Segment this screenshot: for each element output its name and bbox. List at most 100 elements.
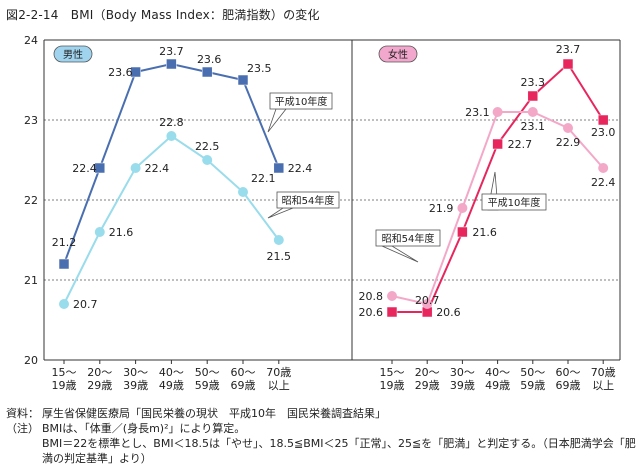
female-panel-label: 女性 — [388, 48, 408, 61]
female-h10-data-label: 20.6 — [359, 306, 384, 319]
female-s54-callout-box — [375, 229, 441, 247]
male-h10-callout-box — [269, 92, 333, 110]
female-h10-data-label: 23.3 — [521, 76, 546, 89]
note-line-2: BMI＝22を標準とし、BMI＜18.5は「やせ」、18.5≦BMI＜25「正常… — [42, 437, 636, 465]
female-s54-point — [527, 107, 538, 117]
female-s54-callout-pointer — [381, 245, 419, 263]
female-s54-point — [563, 123, 573, 133]
male-h10-data-label: 22.4 — [72, 162, 97, 175]
female-h10-point — [597, 114, 609, 126]
male-x-tick-label: 20～ 29歳 — [87, 366, 112, 392]
male-s54-data-label: 22.1 — [251, 172, 276, 185]
female-x-tick-label: 50～ 59歳 — [520, 366, 545, 392]
female-s54-point — [387, 291, 397, 301]
male-s54-data-label: 22.8 — [159, 116, 184, 129]
male-h10-point — [130, 66, 141, 78]
female-x-tick-label: 70歳以上 — [591, 366, 616, 392]
male-s54-point — [273, 235, 284, 245]
female-h10-data-label: 20.6 — [436, 306, 461, 319]
female-h10-callout: 平成10年度 — [488, 196, 541, 209]
male-h10-data-label: 23.5 — [247, 62, 272, 75]
axes: 20 21 22 23 24 15～ 19歳 20～ 29歳 30～ 39歳 40～ 49歳 50～ 59歳… — [24, 34, 621, 392]
female-x-tick-label: 15～ 19歳 — [380, 366, 405, 392]
male-h10-callout-pointer — [267, 108, 287, 133]
male-panel-label: 男性 — [63, 48, 83, 61]
male-h10-point — [94, 162, 106, 174]
female-s54-data-label: 23.1 — [465, 106, 490, 119]
figure-title: 図2-2-14 BMI（Body Mass Index：肥満指数）の変化 — [6, 8, 320, 22]
female-s54-point — [492, 107, 503, 117]
female-h10-data-label: 23.0 — [591, 126, 616, 139]
female-h10-data-label: 23.7 — [556, 43, 581, 56]
male-s54-point — [130, 163, 141, 173]
female-h10-point — [562, 58, 574, 70]
male-x-tick-label: 15～ 19歳 — [52, 366, 77, 392]
male-x-tick-label: 30～ 39歳 — [123, 366, 148, 392]
female-x-tick-label: 60～ 69歳 — [556, 366, 581, 392]
female-s54-data-label: 23.1 — [521, 120, 546, 133]
female-h10-point — [492, 138, 503, 150]
male-h10-point — [58, 258, 70, 270]
male-x-tick-label: 70歳以上 — [266, 366, 291, 392]
y-tick-label: 24 — [24, 34, 38, 47]
male-s54-callout-box — [276, 191, 340, 209]
male-s54-callout-pointer — [267, 207, 294, 219]
male-s54-point — [202, 155, 213, 165]
female-h10-point — [457, 226, 468, 238]
series-lines — [63, 62, 605, 313]
female-panel-label-bg — [378, 45, 418, 63]
female-s54-point — [422, 299, 433, 309]
female-h10-callout-box — [481, 193, 547, 211]
female-h10-point — [386, 306, 398, 318]
source-text: 厚生省保健医療局「国民栄養の現状 平成10年 国民栄養調査結果」 — [42, 407, 386, 420]
male-s54-point — [59, 299, 69, 309]
female-s54-data-label: 20.8 — [359, 290, 384, 303]
male-x-tick-label: 60～ 69歳 — [231, 366, 256, 392]
male-h10-point — [273, 162, 285, 174]
y-tick-label: 22 — [24, 194, 38, 207]
female-s54-point — [598, 163, 609, 173]
male-h10-callout: 平成10年度 — [275, 95, 328, 108]
male-h10-point — [237, 74, 249, 86]
y-tick-label: 20 — [24, 354, 38, 367]
female-x-tick-label: 30～ 39歳 — [450, 366, 475, 392]
female-h10-data-label: 22.7 — [508, 138, 532, 151]
male-h10-data-label: 23.6 — [197, 53, 222, 66]
male-h10-data-label: 22.4 — [288, 162, 313, 175]
female-x-tick-label: 40～ 49歳 — [485, 366, 510, 392]
male-h10-point — [201, 66, 213, 78]
note-line-1: BMIは、「体重／(身長m)²」により算定。 — [42, 422, 246, 435]
male-s54-point — [238, 187, 248, 197]
female-s54-data-label: 20.7 — [415, 294, 440, 307]
male-s54-point — [94, 227, 105, 237]
female-s54-callout: 昭和54年度 — [382, 232, 435, 245]
female-h10-data-label: 21.6 — [472, 226, 497, 239]
male-s54-data-label: 21.6 — [109, 226, 134, 239]
female-h10-line — [392, 62, 605, 313]
female-x-tick-label: 20～ 29歳 — [415, 366, 440, 392]
female-s54-data-label: 22.9 — [556, 136, 581, 149]
note-label: （注） — [6, 422, 39, 435]
male-x-tick-label: 40～ 49歳 — [159, 366, 184, 392]
male-s54-data-label: 21.5 — [267, 250, 292, 263]
female-s54-point — [457, 203, 468, 213]
female-h10-point — [527, 90, 539, 102]
male-s54-data-label: 20.7 — [73, 298, 98, 311]
male-h10-data-label: 23.7 — [159, 45, 184, 58]
female-s54-data-label: 21.9 — [429, 202, 454, 215]
male-h10-data-label: 21.2 — [52, 236, 77, 249]
notes-block: 資料： 厚生省保健医療局「国民栄養の現状 平成10年 国民栄養調査結果」 （注）… — [6, 406, 638, 466]
male-s54-callout: 昭和54年度 — [282, 194, 335, 207]
series-markers — [58, 58, 609, 318]
male-s54-data-label: 22.5 — [195, 140, 220, 153]
source-label: 資料： — [6, 407, 39, 420]
female-s54-data-label: 22.4 — [591, 176, 616, 189]
y-tick-label: 21 — [24, 274, 38, 287]
data-labels: 21.2 22.4 23.6 23.7 23.6 23.5 22.4 20.7 21.6 22.4… — [52, 43, 616, 319]
male-h10-data-label: 23.6 — [108, 66, 133, 79]
y-tick-label: 23 — [24, 114, 38, 127]
male-s54-point — [166, 131, 177, 141]
male-s54-data-label: 22.4 — [145, 162, 170, 175]
